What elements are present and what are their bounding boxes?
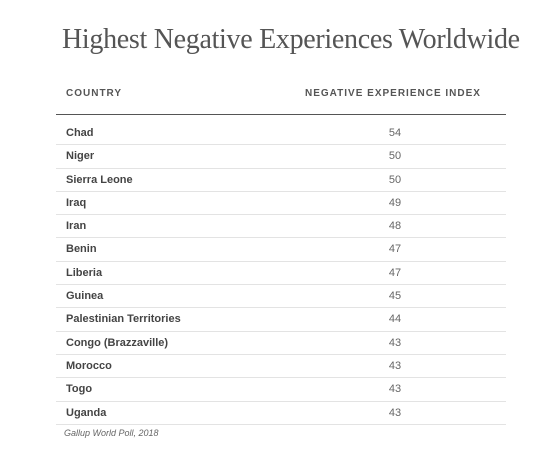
table-row: Sierra Leone 50 <box>56 169 506 192</box>
table-row: Iraq 49 <box>56 192 506 216</box>
index-value-cell: 54 <box>388 127 402 139</box>
table-row: Benin 47 <box>56 238 506 262</box>
column-header-country: COUNTRY <box>66 88 123 99</box>
index-value-cell: 44 <box>388 313 402 326</box>
index-value-cell: 43 <box>388 406 402 419</box>
table-row: Morocco 43 <box>56 355 506 379</box>
index-value-cell: 48 <box>388 220 402 233</box>
index-value-cell: 43 <box>388 359 402 372</box>
country-cell: Uganda <box>66 406 107 419</box>
country-cell: Morocco <box>66 359 112 372</box>
index-value-cell: 47 <box>388 266 402 279</box>
table-body: Chad 54 Niger 50 Sierra Leone 50 Iraq 49 Iran 48 B… <box>56 115 506 425</box>
index-value-cell: 43 <box>388 383 402 396</box>
index-value-cell: 43 <box>388 336 402 349</box>
chart-title: Highest Negative Experiences Worldwide <box>62 24 520 55</box>
country-cell: Guinea <box>66 290 104 303</box>
country-cell: Niger <box>66 150 95 163</box>
country-cell: Palestinian Territories <box>66 313 181 326</box>
table-row: Uganda 43 <box>56 402 506 425</box>
table-header: COUNTRY NEGATIVE EXPERIENCE INDEX <box>56 84 506 115</box>
country-cell: Benin <box>66 243 97 256</box>
table-row: Guinea 45 <box>56 285 506 309</box>
country-cell: Congo (Brazzaville) <box>66 336 169 349</box>
table-row: Niger 50 <box>56 145 506 169</box>
country-cell: Sierra Leone <box>66 173 133 186</box>
table-row: Chad 54 <box>56 122 506 146</box>
index-value-cell: 50 <box>388 173 402 186</box>
table-row: Palestinian Territories 44 <box>56 308 506 332</box>
table-row: Iran 48 <box>56 215 506 239</box>
index-value-cell: 50 <box>388 150 402 163</box>
data-table: COUNTRY NEGATIVE EXPERIENCE INDEX Chad 54… <box>56 84 506 425</box>
column-header-index: NEGATIVE EXPERIENCE INDEX <box>305 88 481 99</box>
table-row: Togo 43 <box>56 378 506 402</box>
index-value-cell: 49 <box>388 196 402 209</box>
country-cell: Togo <box>66 383 93 396</box>
index-value-cell: 45 <box>388 290 402 303</box>
country-cell: Iran <box>66 220 87 233</box>
country-cell: Chad <box>66 127 94 139</box>
country-cell: Liberia <box>66 266 103 279</box>
index-value-cell: 47 <box>388 243 402 256</box>
table-row: Liberia 47 <box>56 262 506 286</box>
table-row: Congo (Brazzaville) 43 <box>56 332 506 355</box>
country-cell: Iraq <box>66 196 87 209</box>
source-note: Gallup World Poll, 2018 <box>64 428 159 438</box>
